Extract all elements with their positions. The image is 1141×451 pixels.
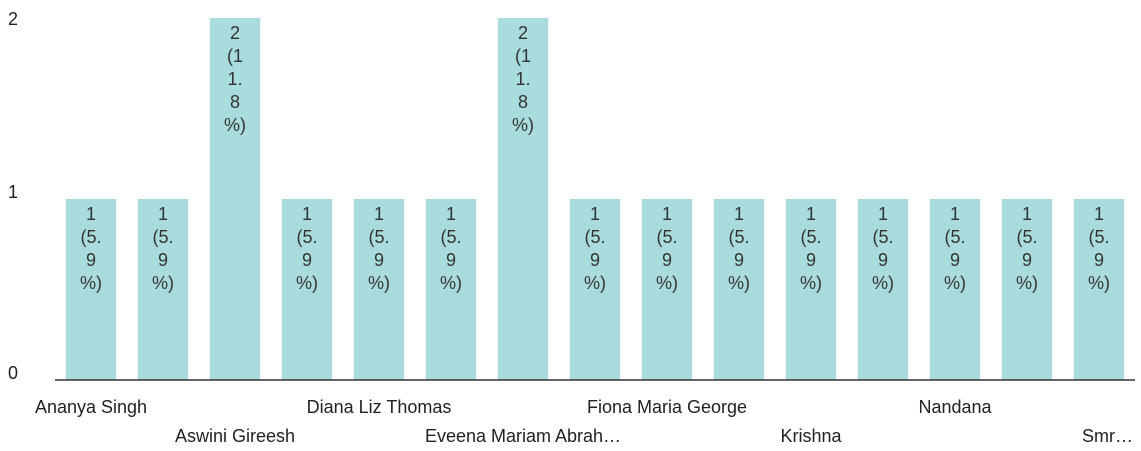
data-label-box: 1 (5.9%) [1015,204,1038,293]
x-tick-label: Eveena Mariam Abrah… [425,426,621,446]
data-label-box: 1 (5.9%) [367,204,390,293]
data-label: 1 (5.9%) [727,204,750,293]
x-tick-label: Smr… [1082,426,1133,446]
data-label-box: 2 (11.8%) [511,23,534,135]
data-label: 1 (5.9%) [1087,204,1110,293]
bar [209,18,261,380]
bar [65,199,117,380]
data-label-box: 1 (5.9%) [727,204,750,293]
data-label: 1 (5.9%) [295,204,318,293]
data-label: 2 (11.8%) [511,23,534,135]
data-label: 1 (5.9%) [943,204,966,293]
x-tick-label: Nandana [918,397,992,417]
data-label-box: 2 (11.8%) [223,23,246,135]
bar [497,18,549,380]
bar [857,199,909,380]
bar [281,199,333,380]
x-tick-label: Aswini Gireesh [175,426,295,446]
data-label: 1 (5.9%) [439,204,462,293]
data-label: 2 (11.8%) [223,23,246,135]
data-label: 1 (5.9%) [151,204,174,293]
data-label: 1 (5.9%) [583,204,606,293]
bar [425,199,477,380]
x-tick-label: Fiona Maria George [587,397,747,417]
bar [785,199,837,380]
data-label-box: 1 (5.9%) [871,204,894,293]
data-label-box: 1 (5.9%) [655,204,678,293]
data-label: 1 (5.9%) [655,204,678,293]
x-tick-label: Krishna [780,426,842,446]
bar [569,199,621,380]
data-label: 1 (5.9%) [1015,204,1038,293]
data-label-box: 1 (5.9%) [1087,204,1110,293]
bar [353,199,405,380]
bar [929,199,981,380]
data-label: 1 (5.9%) [367,204,390,293]
x-tick-label: Ananya Singh [35,397,147,417]
bar [1073,199,1125,380]
data-label: 1 (5.9%) [871,204,894,293]
data-label-box: 1 (5.9%) [799,204,822,293]
y-tick-label: 2 [8,9,18,29]
bar [137,199,189,380]
x-tick-label: Diana Liz Thomas [307,397,452,417]
data-label-box: 1 (5.9%) [943,204,966,293]
data-label-box: 1 (5.9%) [583,204,606,293]
data-label-box: 1 (5.9%) [79,204,102,293]
data-label: 1 (5.9%) [79,204,102,293]
y-tick-label: 1 [8,182,18,202]
data-label: 1 (5.9%) [799,204,822,293]
bar [641,199,693,380]
bar [1001,199,1053,380]
y-tick-label: 0 [8,363,18,383]
bar [713,199,765,380]
data-label-box: 1 (5.9%) [151,204,174,293]
data-label-box: 1 (5.9%) [295,204,318,293]
data-label-box: 1 (5.9%) [439,204,462,293]
